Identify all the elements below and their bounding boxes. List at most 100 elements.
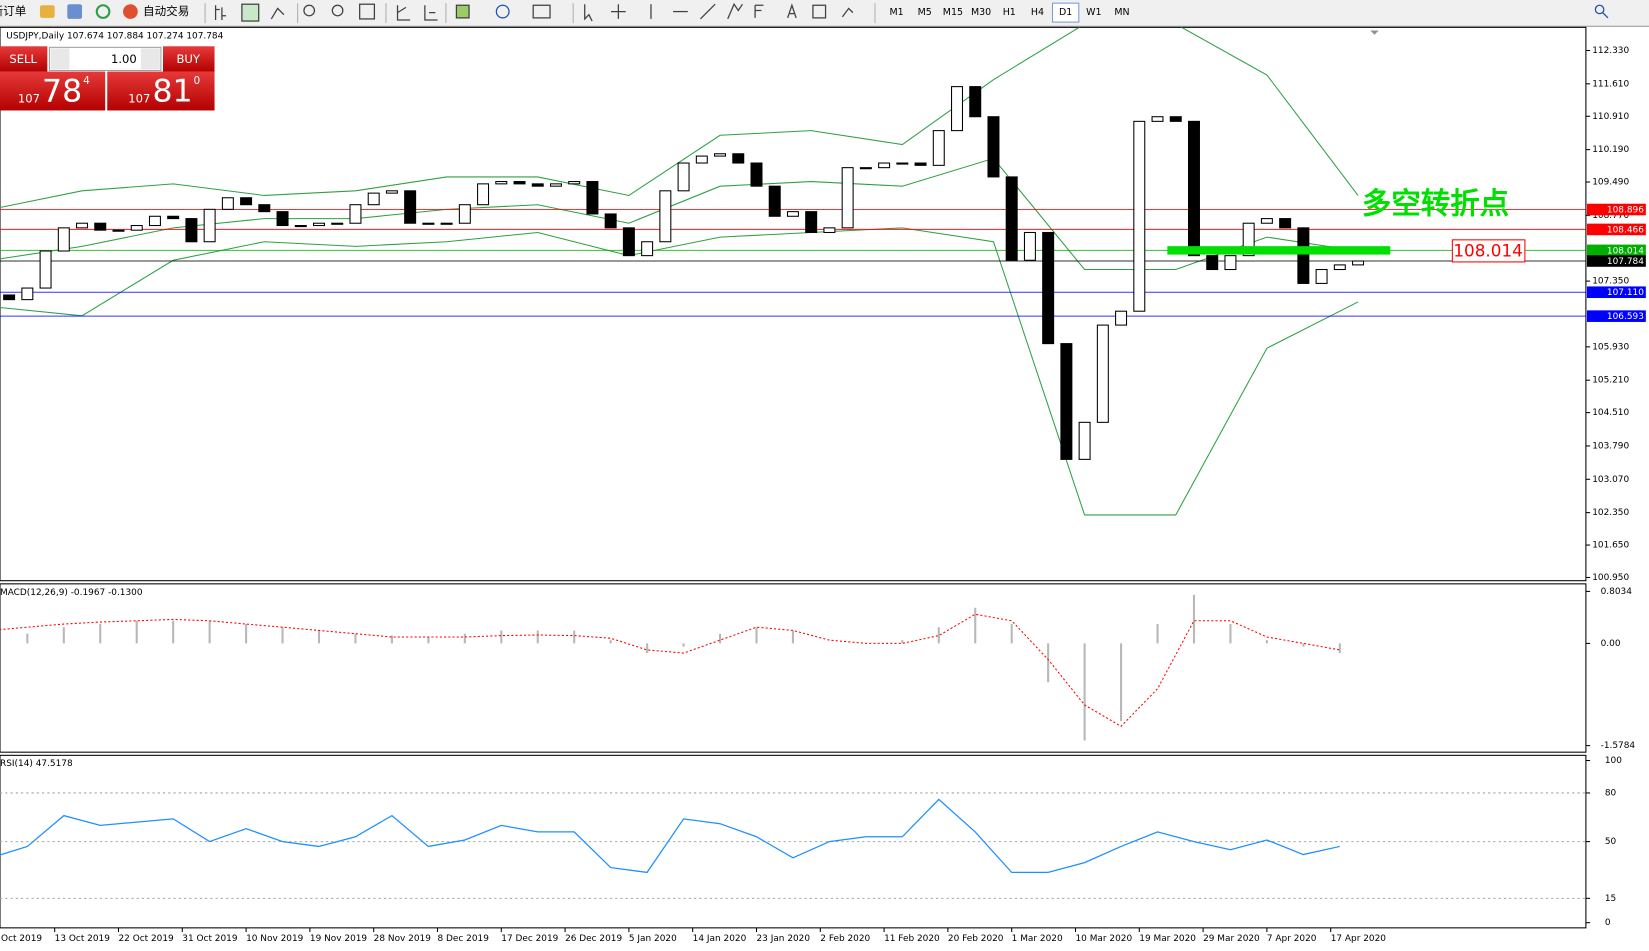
timeframe-button[interactable]: M1: [889, 7, 903, 18]
timeframe-button[interactable]: M30: [971, 7, 991, 18]
auto-trading-icon[interactable]: [123, 4, 138, 19]
y-tick-label: 102.350: [1592, 508, 1629, 518]
candle: [3, 294, 16, 301]
periods-icon[interactable]: [495, 4, 510, 19]
search-icon[interactable]: [1594, 4, 1605, 15]
x-tick-label: 28 Nov 2019: [374, 934, 432, 944]
candle: [94, 222, 107, 231]
auto-trading-button[interactable]: 自动交易: [143, 4, 189, 18]
candle: [622, 227, 635, 257]
x-tick-label: 5 Jan 2020: [629, 934, 677, 944]
candle: [750, 162, 763, 187]
timeframe-button[interactable]: M15: [943, 7, 963, 18]
shapes-icon[interactable]: [841, 7, 854, 18]
ask-box[interactable]: [107, 71, 215, 111]
level-price-box: [1586, 244, 1646, 257]
lot-box[interactable]: [48, 46, 162, 72]
candle: [276, 211, 289, 227]
line-chart-icon[interactable]: [270, 7, 285, 20]
candle: [495, 181, 508, 185]
x-tick-label: 7 Apr 2020: [1267, 934, 1317, 944]
timeframe-button[interactable]: W1: [1086, 7, 1101, 18]
active-timeframe[interactable]: [1051, 2, 1080, 23]
candle: [823, 227, 836, 234]
y-tick-label: 112.330: [1592, 46, 1629, 56]
crosshair-icon[interactable]: [611, 4, 626, 19]
x-tick-label: 8 Dec 2019: [437, 934, 489, 944]
lot-value[interactable]: 1.00: [111, 52, 137, 66]
candle: [1078, 421, 1091, 460]
timeframe-button[interactable]: M5: [918, 7, 932, 18]
candle: [76, 222, 89, 229]
candle: [130, 225, 143, 231]
bid-small: 4: [83, 75, 90, 87]
candle: [1279, 218, 1292, 229]
icon[interactable]: [95, 4, 111, 19]
macd-tick-label: 0.00: [1601, 639, 1621, 649]
y-tick-label: 110.190: [1592, 145, 1629, 155]
templates-icon[interactable]: [532, 4, 551, 19]
y-tick-label: 105.210: [1592, 376, 1629, 386]
rsi-tick-label: 80: [1605, 788, 1617, 798]
label-icon[interactable]: [812, 4, 827, 19]
candle-icon[interactable]: [241, 3, 260, 22]
lot-increase[interactable]: [140, 48, 160, 70]
y-tick-label: 103.790: [1592, 441, 1629, 451]
axes: 112.330 111.610 110.910 110.190 109.490 108.7…: [1, 46, 1646, 944]
y-tick-label: 103.070: [1592, 475, 1629, 485]
bollinger-upper: [0, 27, 1359, 209]
candle: [549, 183, 562, 187]
icon[interactable]: [67, 4, 83, 19]
buy-label[interactable]: BUY: [177, 52, 201, 66]
one-click-trading: SELL 1.00 BUY 107 78 4 107 81 0: [0, 46, 215, 111]
x-tick-label: 11 Feb 2020: [884, 934, 940, 944]
candle: [659, 190, 672, 243]
text-icon[interactable]: [787, 3, 797, 19]
fibo-icon[interactable]: [754, 4, 764, 18]
search-icon-handle[interactable]: [1602, 12, 1609, 19]
y-tick-label: 108.770: [1592, 211, 1629, 221]
indicators-icon[interactable]: [455, 4, 470, 19]
scroll-marker: [1370, 30, 1379, 35]
timeframe-button[interactable]: MN: [1114, 7, 1129, 18]
candle: [385, 190, 398, 194]
buy-button[interactable]: [163, 46, 215, 72]
timeframe-button[interactable]: D1: [1059, 7, 1072, 18]
new-order-button[interactable]: 新订单: [0, 4, 26, 18]
cursor-icon[interactable]: [584, 4, 593, 22]
candle: [458, 204, 471, 224]
channel-icon[interactable]: [727, 2, 743, 20]
trendline-icon[interactable]: [699, 3, 716, 20]
shift-icon[interactable]: [424, 5, 438, 21]
tile-icon[interactable]: [359, 3, 376, 20]
sell-label[interactable]: SELL: [9, 52, 37, 66]
x-tick-label: 22 Oct 2019: [118, 934, 174, 944]
level-price-box: [1586, 203, 1646, 216]
macd-panel: [0, 583, 1587, 753]
candle: [641, 241, 654, 257]
candle: [859, 167, 872, 170]
ask-big: 107: [128, 91, 150, 105]
candle: [1242, 222, 1255, 257]
autoscroll-icon[interactable]: [396, 5, 411, 21]
timeframe-button[interactable]: H1: [1003, 7, 1016, 18]
y-tick-label: 100.950: [1592, 573, 1629, 583]
candle: [1333, 264, 1346, 271]
candle: [786, 211, 799, 217]
candle: [1297, 227, 1310, 284]
icon[interactable]: [39, 5, 55, 18]
candle: [203, 208, 216, 243]
lot-decrease[interactable]: [50, 48, 70, 70]
candle: [440, 222, 453, 225]
zoom-in-icon[interactable]: [303, 4, 316, 17]
bid-main: 78: [42, 74, 82, 110]
candle: [987, 116, 1000, 178]
sell-button[interactable]: [0, 46, 48, 72]
candle: [148, 215, 161, 227]
bid-box[interactable]: [0, 71, 106, 111]
rsi-tick-label: 15: [1605, 894, 1616, 904]
timeframe-button[interactable]: H4: [1031, 7, 1044, 18]
candle: [1023, 231, 1036, 261]
zoom-out-icon[interactable]: [331, 4, 344, 17]
bar-chart-icon[interactable]: [214, 5, 227, 20]
